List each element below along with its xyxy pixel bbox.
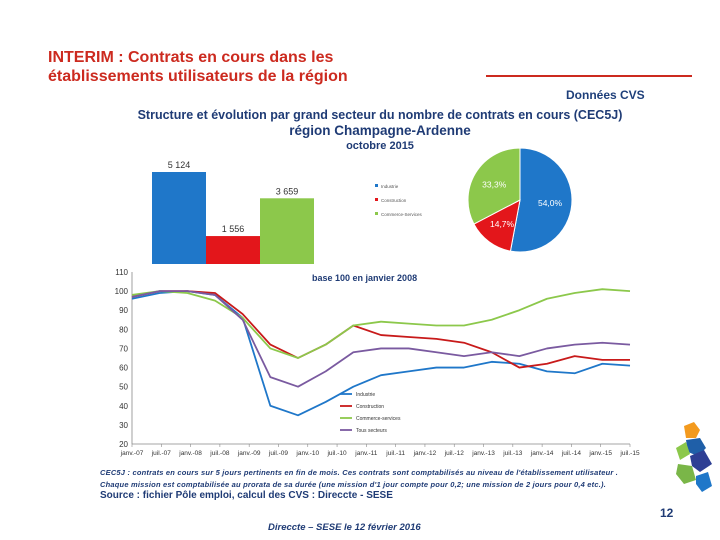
pie-slice-commerce-services	[467, 147, 521, 225]
page-number: 12	[660, 506, 674, 520]
bar-chart: 5 124 1 556 3 659 Industrie Construction Comm…	[152, 160, 423, 264]
x-tick-label: juil.-14	[561, 450, 582, 457]
source-note: Source : fichier Pôle emploi, calcul des…	[100, 490, 393, 501]
x-tick-label: janv.-13	[471, 450, 495, 457]
footnote-1: CEC5J : contrats en cours sur 5 jours pe…	[100, 468, 619, 477]
y-tick-label: 40	[119, 402, 128, 411]
x-tick-label: janv.-14	[530, 450, 554, 457]
cvs-label: Données CVS	[566, 88, 645, 102]
bar-value-label: 1 556	[222, 224, 245, 234]
x-tick-label: juil.-13	[502, 450, 523, 457]
y-tick-label: 60	[119, 364, 128, 373]
x-tick-label: janv.-11	[354, 450, 378, 457]
x-tick-label: janv.-10	[295, 450, 319, 457]
x-tick-label: janv.-12	[413, 450, 437, 457]
x-tick-label: juil.-09	[268, 450, 289, 457]
legend-label: Industrie	[356, 392, 375, 398]
x-tick-label: janv.-15	[588, 450, 612, 457]
legend-label: Industrie	[381, 184, 399, 189]
x-tick-label: janv.-08	[178, 450, 202, 457]
bar-value-label: 3 659	[276, 186, 299, 196]
line-chart: 20 30 40 50 60 70 80 90 100 110 janv.-07 juil.-07 ja…	[115, 268, 640, 457]
y-tick-label: 30	[119, 421, 128, 430]
legend-label: Construction	[381, 198, 407, 203]
y-tick-label: 20	[119, 440, 128, 449]
bar-industrie	[152, 172, 206, 264]
footnote-2: Chaque mission est comptabilisée au pror…	[100, 480, 606, 489]
pie-slice-industrie	[509, 147, 573, 253]
x-tick-label: juil.-15	[619, 450, 640, 457]
chart-title: Structure et évolution par grand secteur…	[110, 108, 650, 152]
pie-value-label: 14,7%	[490, 219, 515, 229]
pie-value-label: 54,0%	[538, 198, 563, 208]
y-tick-label: 70	[119, 344, 128, 353]
x-tick-label: juil.-10	[326, 450, 347, 457]
legend-label: Tous secteurs	[356, 428, 387, 434]
legend-swatch	[375, 198, 378, 201]
legend-swatch	[375, 212, 378, 215]
series-line-commerce-services	[131, 288, 631, 359]
y-tick-label: 100	[115, 287, 129, 296]
x-tick-label: juil.-12	[444, 450, 465, 457]
x-tick-label: janv.-09	[237, 450, 261, 457]
y-tick-label: 90	[119, 306, 128, 315]
bar-construction	[206, 236, 260, 264]
series-line-construction	[131, 290, 630, 369]
y-tick-label: 80	[119, 325, 128, 334]
chart-title-line1: Structure et évolution par grand secteur…	[137, 108, 623, 122]
series-line-tous-secteurs	[131, 290, 631, 388]
region-map-logo	[676, 422, 712, 492]
x-tick-label: juil.-07	[151, 450, 172, 457]
y-tick-label: 50	[119, 383, 128, 392]
legend-label: Commerce-services	[356, 416, 401, 422]
chart-title-line2: région Champagne-Ardenne	[289, 123, 471, 138]
title-underline	[486, 75, 692, 77]
footer-credit: Direccte – SESE le 12 février 2016	[268, 522, 421, 533]
legend-label: Commerce-Services	[381, 212, 423, 217]
series-line-industrie	[131, 290, 631, 417]
legend-swatch	[375, 184, 378, 187]
bar-commerce-services	[260, 198, 314, 264]
pie-chart: 54,0% 14,7% 33,3%	[467, 147, 573, 253]
base-annotation: base 100 en janvier 2008	[312, 273, 417, 283]
x-tick-label: janv.-07	[120, 450, 144, 457]
bar-value-label: 5 124	[168, 160, 191, 170]
legend-label: Construction	[356, 404, 384, 410]
x-tick-label: juil.-08	[209, 450, 230, 457]
x-tick-label: juil.-11	[385, 450, 405, 457]
pie-value-label: 33,3%	[482, 179, 507, 189]
slide-title: INTERIM : Contrats en cours dans les éta…	[48, 49, 348, 85]
y-tick-label: 110	[115, 268, 128, 277]
chart-title-line3: octobre 2015	[346, 140, 414, 152]
